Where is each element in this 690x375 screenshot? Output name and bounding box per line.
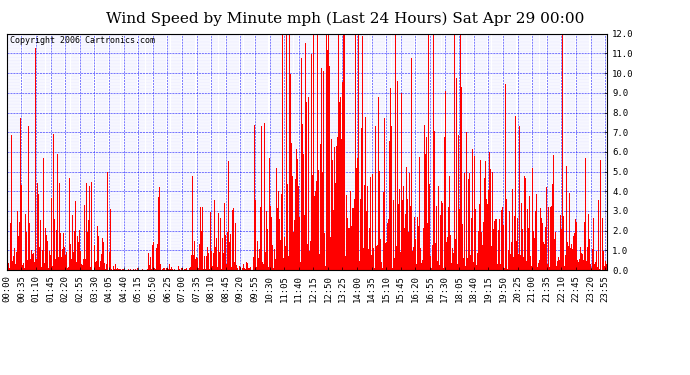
Text: Copyright 2006 Cartronics.com: Copyright 2006 Cartronics.com (10, 36, 155, 45)
Text: Wind Speed by Minute mph (Last 24 Hours) Sat Apr 29 00:00: Wind Speed by Minute mph (Last 24 Hours)… (106, 11, 584, 26)
